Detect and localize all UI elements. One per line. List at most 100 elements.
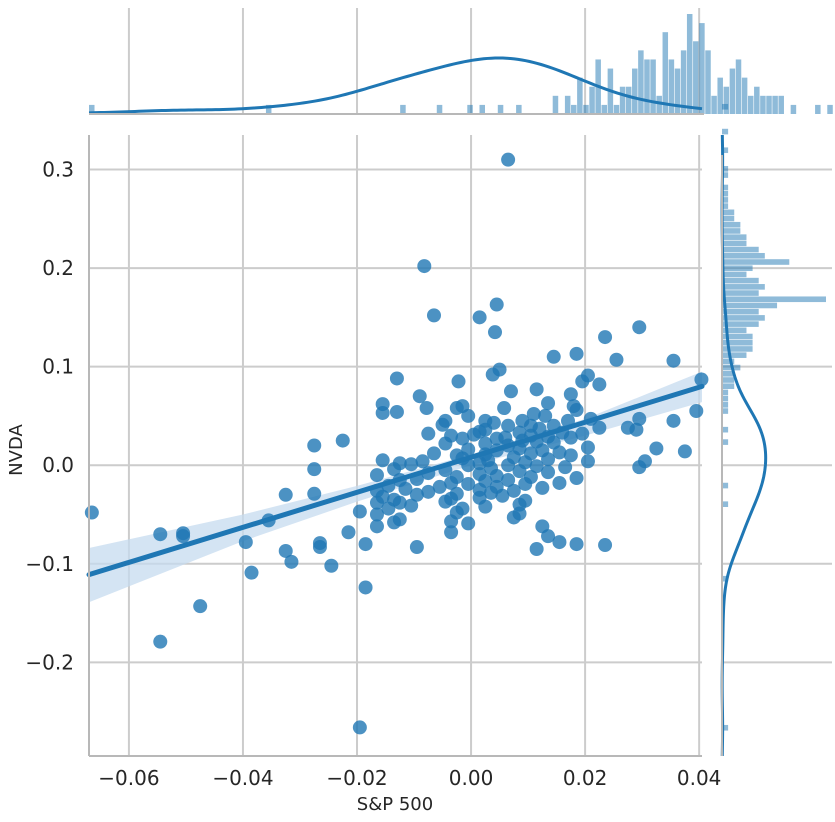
- x-tick-label: 0.02: [563, 766, 608, 790]
- data-point: [501, 458, 516, 473]
- data-point: [666, 413, 681, 428]
- y-hist-bar: [722, 575, 729, 582]
- x-hist-bar: [680, 50, 687, 114]
- x-tick-label: −0.02: [326, 766, 387, 790]
- data-point: [449, 401, 464, 416]
- data-point: [419, 401, 434, 416]
- x-hist-bar: [686, 14, 693, 114]
- x-hist-bar: [632, 68, 638, 114]
- data-point: [369, 507, 384, 522]
- data-point: [415, 454, 430, 469]
- data-point: [677, 444, 692, 459]
- regression-line-path: [86, 383, 705, 578]
- data-point: [694, 372, 709, 387]
- data-point: [580, 440, 595, 455]
- data-point: [489, 297, 504, 312]
- data-point: [485, 367, 500, 382]
- data-point: [580, 454, 595, 469]
- x-hist-bar: [436, 104, 443, 114]
- x-hist-bar: [644, 59, 650, 114]
- data-point: [466, 427, 481, 442]
- y-hist-bar: [722, 277, 759, 284]
- data-point: [575, 426, 590, 441]
- data-point: [421, 484, 436, 499]
- y-hist-bar: [722, 426, 729, 433]
- data-point: [387, 515, 402, 530]
- data-point: [444, 475, 459, 490]
- data-point: [546, 349, 561, 364]
- data-point: [569, 537, 584, 552]
- data-point: [484, 485, 499, 500]
- main-axes: [88, 135, 702, 757]
- y-marginal-histogram: [720, 103, 832, 757]
- x-hist-bar: [467, 104, 473, 114]
- data-point: [472, 456, 487, 471]
- x-hist-bar: [479, 104, 485, 114]
- data-point: [461, 408, 476, 423]
- data-point: [375, 453, 390, 468]
- x-hist-bar: [705, 50, 711, 114]
- data-point: [495, 488, 510, 503]
- x-hist-bar: [601, 104, 608, 114]
- data-point: [541, 396, 556, 411]
- x-hist-bar: [516, 104, 522, 114]
- data-point: [409, 487, 424, 502]
- data-point: [381, 501, 396, 516]
- data-point: [541, 465, 556, 480]
- data-point: [417, 259, 432, 274]
- x-hist-bar: [583, 104, 589, 114]
- data-point: [352, 720, 367, 735]
- x-hist-bar: [711, 95, 717, 114]
- data-point: [501, 152, 516, 167]
- data-point: [503, 384, 518, 399]
- y-hist-bar: [722, 339, 753, 346]
- y-hist-bar: [722, 290, 759, 296]
- data-point: [307, 438, 322, 453]
- data-point: [461, 476, 476, 491]
- y-hist-bar: [722, 321, 759, 327]
- y-hist-bar: [722, 724, 729, 731]
- data-point: [541, 452, 556, 467]
- data-point: [404, 457, 419, 472]
- ci-band-area: [89, 371, 702, 603]
- y-hist-bar: [722, 228, 741, 234]
- data-point: [278, 543, 293, 558]
- x-hist-bar: [772, 95, 778, 114]
- data-point: [529, 459, 544, 474]
- y-hist-bar: [722, 128, 729, 135]
- data-point: [398, 481, 413, 496]
- x-hist-bar: [564, 95, 571, 114]
- data-point: [535, 480, 550, 495]
- x-hist-bar: [747, 95, 754, 114]
- x-hist-bar: [827, 104, 833, 114]
- y-hist-bar: [722, 358, 735, 365]
- data-point: [488, 325, 503, 340]
- y-hist-bar: [722, 259, 790, 265]
- y-hist-bar: [722, 352, 747, 358]
- data-point: [284, 554, 299, 569]
- data-point: [632, 460, 647, 475]
- tick-labels: −0.06 −0.04 −0.02 0.00 0.02 0.04 −0.2 −0.1 0.0 0.…: [25, 158, 721, 791]
- data-point: [444, 514, 459, 529]
- data-point: [575, 374, 590, 389]
- data-point: [541, 529, 556, 544]
- x-tick-label: −0.04: [212, 766, 273, 790]
- x-hist-bar: [638, 50, 644, 114]
- data-point: [426, 446, 441, 461]
- y-hist-bar: [722, 265, 753, 272]
- x-hist-bar: [656, 95, 662, 114]
- data-point: [592, 420, 607, 435]
- x-hist-bar: [741, 77, 748, 114]
- x-hist-bar: [552, 95, 559, 114]
- data-point: [569, 346, 584, 361]
- y-hist-bar: [722, 377, 735, 383]
- data-point: [506, 510, 521, 525]
- x-hist-bar: [723, 86, 730, 114]
- x-hist-bar: [400, 104, 406, 114]
- x-hist-bar: [766, 95, 772, 114]
- data-point: [501, 418, 516, 433]
- y-tick-label: −0.1: [25, 552, 74, 576]
- data-point: [409, 540, 424, 555]
- x-tick-label: 0.04: [677, 766, 722, 790]
- data-point: [552, 475, 567, 490]
